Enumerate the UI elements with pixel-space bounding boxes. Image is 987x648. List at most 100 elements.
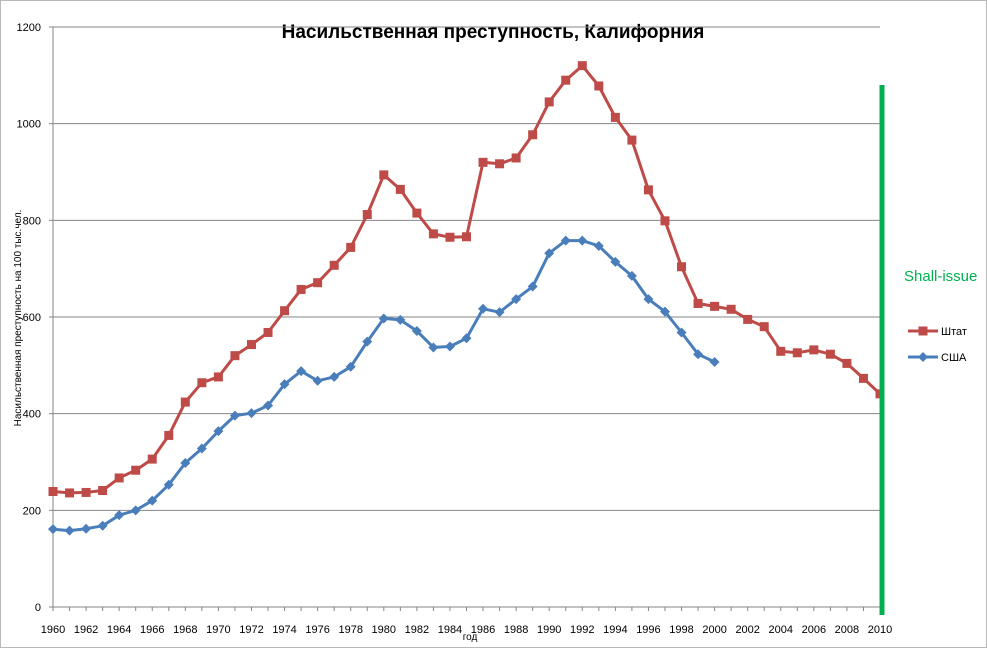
data-point xyxy=(246,340,256,350)
x-tick-label: 1970 xyxy=(206,624,230,636)
data-point xyxy=(544,248,555,259)
data-point xyxy=(329,371,340,382)
data-point xyxy=(411,326,422,337)
legend-marker xyxy=(918,352,928,362)
series-state xyxy=(48,61,885,498)
data-point xyxy=(230,351,240,361)
data-point xyxy=(180,457,191,468)
series-lines xyxy=(48,61,885,536)
data-point xyxy=(577,235,588,246)
data-point xyxy=(197,378,207,388)
x-tick-label: 1992 xyxy=(570,624,594,636)
data-point xyxy=(643,185,653,195)
data-point xyxy=(494,307,505,318)
x-tick-label: 2008 xyxy=(835,624,859,636)
data-point xyxy=(709,356,720,367)
x-tick-label: 1984 xyxy=(438,624,462,636)
shall-issue-annotation: Shall-issue xyxy=(879,85,977,615)
x-tick-label: 1990 xyxy=(537,624,561,636)
data-point xyxy=(792,348,802,358)
data-point xyxy=(313,278,323,288)
data-point xyxy=(594,81,604,91)
data-point xyxy=(626,270,637,281)
data-point xyxy=(329,260,339,270)
data-point xyxy=(279,379,290,390)
data-point xyxy=(64,525,75,536)
data-point xyxy=(196,443,207,454)
data-point xyxy=(48,524,58,535)
shall-issue-label: Shall-issue xyxy=(904,268,977,285)
x-tick-label: 1968 xyxy=(173,624,197,636)
x-tick-label: 1962 xyxy=(74,624,98,636)
data-point xyxy=(627,135,637,145)
y-tick-label: 400 xyxy=(23,409,41,421)
data-point xyxy=(462,232,471,242)
legend-marker xyxy=(918,326,928,336)
x-tick-label: 1982 xyxy=(405,624,429,636)
x-axis-ticks: 1960 1962 1964 1966 1968 1970 1972 1974 1976 1978… xyxy=(41,607,892,636)
data-point xyxy=(693,349,704,360)
data-point xyxy=(593,240,604,251)
data-point xyxy=(296,284,306,294)
y-tick-label: 800 xyxy=(23,215,41,227)
data-point xyxy=(213,426,224,437)
data-point xyxy=(48,486,58,496)
data-point xyxy=(809,345,819,355)
series-usa xyxy=(48,235,720,536)
data-point xyxy=(710,301,720,311)
data-point xyxy=(346,242,356,252)
data-point xyxy=(163,479,174,490)
legend-item-state: Штат xyxy=(908,326,967,338)
data-point xyxy=(312,375,323,386)
data-point xyxy=(412,208,422,218)
x-tick-label: 1960 xyxy=(41,624,65,636)
data-point xyxy=(395,184,405,194)
x-tick-label: 2006 xyxy=(802,624,826,636)
data-point xyxy=(444,341,455,352)
data-point xyxy=(478,303,489,314)
legend: Штат США xyxy=(908,326,967,364)
data-point xyxy=(610,256,621,267)
data-point xyxy=(296,366,307,377)
data-point xyxy=(378,313,389,324)
data-point xyxy=(213,372,223,382)
data-point xyxy=(445,232,455,242)
data-point xyxy=(164,430,174,440)
x-tick-label: 1986 xyxy=(471,624,495,636)
data-point xyxy=(345,361,356,372)
data-point xyxy=(511,294,522,305)
data-point xyxy=(131,465,141,475)
data-point xyxy=(560,235,571,246)
y-tick-label: 1200 xyxy=(17,22,41,34)
y-tick-label: 0 xyxy=(35,602,41,614)
data-point xyxy=(495,159,505,169)
chart-title: Насильственная преступность, Калифорния xyxy=(282,22,705,43)
data-point xyxy=(561,75,571,85)
x-tick-label: 2000 xyxy=(702,624,726,636)
data-point xyxy=(643,294,654,305)
data-point xyxy=(428,229,438,239)
x-tick-label: 1972 xyxy=(239,624,263,636)
x-tick-label: 1976 xyxy=(305,624,329,636)
data-point xyxy=(362,336,373,347)
data-point xyxy=(130,505,141,516)
data-point xyxy=(825,349,835,359)
x-tick-label: 1994 xyxy=(603,624,627,636)
data-point xyxy=(81,487,91,497)
x-tick-label: 1996 xyxy=(636,624,660,636)
x-tick-label: 2004 xyxy=(769,624,793,636)
y-tick-label: 200 xyxy=(23,505,41,517)
data-point xyxy=(677,262,687,272)
legend-label: США xyxy=(941,352,967,364)
data-point xyxy=(263,327,273,337)
x-tick-label: 1966 xyxy=(140,624,164,636)
data-point xyxy=(98,486,108,496)
data-point xyxy=(544,97,554,107)
y-axis-label: Насильственная преступность на 100 тыс.ч… xyxy=(13,210,24,427)
data-point xyxy=(147,454,157,464)
data-point xyxy=(511,153,521,163)
x-tick-label: 1974 xyxy=(272,624,296,636)
data-point xyxy=(676,327,687,338)
data-point xyxy=(263,400,274,411)
